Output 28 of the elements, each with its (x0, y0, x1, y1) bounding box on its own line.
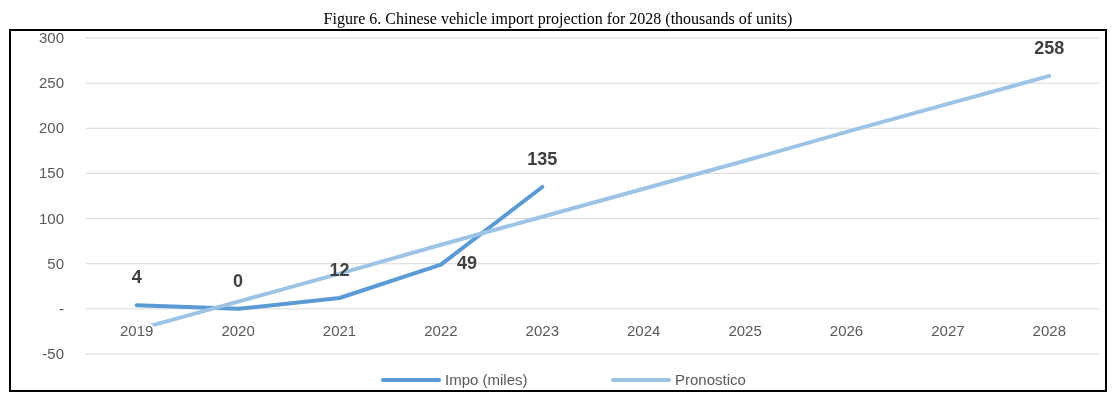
legend-label: Impo (miles) (445, 371, 528, 388)
data-label: 49 (456, 252, 477, 273)
line-series (134, 184, 545, 311)
y-tick-label: 50 (47, 254, 64, 272)
data-label: 258 (1034, 37, 1065, 58)
data-label: 135 (527, 148, 558, 169)
x-tick-label: 2023 (525, 321, 559, 339)
chart-title: Figure 6. Chinese vehicle import projection for 2028 (thousands of units) (323, 10, 793, 28)
y-tick-label: -50 (42, 345, 64, 362)
y-tick-label: 150 (38, 164, 64, 182)
x-tick-label: 2028 (1032, 321, 1066, 339)
x-tick-label: 2021 (322, 321, 357, 339)
y-tick-label: 300 (38, 29, 64, 46)
data-label: 12 (329, 260, 350, 281)
y-tick-label: 100 (38, 209, 64, 227)
y-tick-label: - (59, 299, 64, 317)
x-tick-label: 2025 (728, 321, 762, 339)
y-tick-label: 250 (38, 74, 64, 92)
y-tick-label: 200 (38, 119, 64, 137)
x-tick-label: 2020 (221, 321, 255, 339)
x-tick-label: 2024 (627, 321, 661, 339)
x-tick-label: 2027 (931, 321, 965, 339)
x-tick-label: 2019 (120, 321, 154, 339)
x-tick-label: 2022 (424, 321, 458, 339)
legend-label: Pronostico (675, 371, 746, 388)
data-label: 0 (233, 270, 244, 291)
data-label: 4 (131, 267, 142, 288)
x-tick-label: 2026 (829, 321, 864, 339)
